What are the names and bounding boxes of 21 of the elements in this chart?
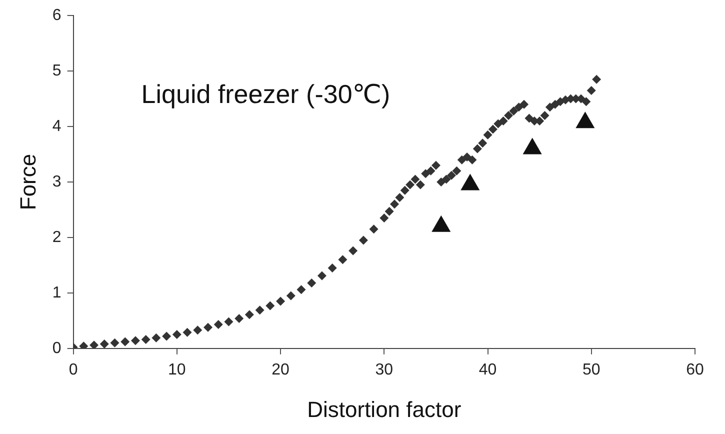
x-tick-label: 30 — [375, 361, 394, 378]
y-tick-label: 3 — [52, 173, 62, 190]
point — [576, 112, 595, 128]
point — [460, 174, 480, 190]
x-tick-label: 20 — [272, 361, 290, 378]
y-tick-label: 6 — [52, 7, 62, 24]
x-tick-label: 10 — [168, 361, 186, 378]
y-axis-title: Force — [15, 154, 40, 210]
y-tick-label: 0 — [52, 340, 62, 357]
point — [432, 215, 451, 232]
y-tick-label: 4 — [52, 118, 62, 135]
point — [522, 138, 542, 154]
x-tick-label: 0 — [68, 361, 78, 378]
x-tick-label: 50 — [582, 361, 600, 378]
y-tick-label: 2 — [52, 228, 62, 246]
x-tick-label: 40 — [478, 361, 497, 378]
annotation: Liquid freezer (-30℃) — [141, 78, 390, 109]
y-tick-label: 1 — [52, 284, 62, 302]
x-axis-title: Distortion factor — [307, 396, 462, 422]
y-tick-label: 5 — [52, 62, 62, 80]
x-tick-label: 60 — [686, 361, 704, 378]
